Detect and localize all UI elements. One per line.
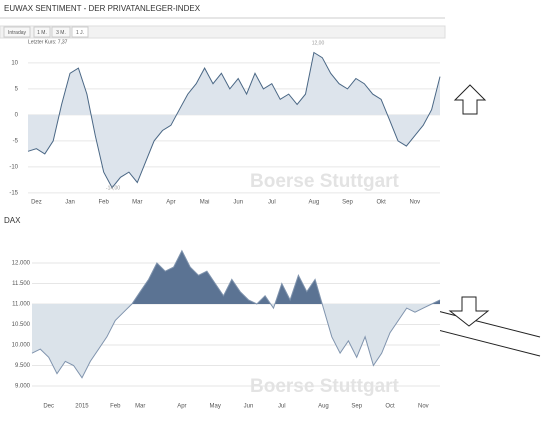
subtitle: Letzter Kurs: 7,37 [28,39,68,45]
line [31,249,441,379]
x-tick-label: Sep [342,200,353,206]
chart-title: DAX [4,216,21,225]
x-tick-label: Apr [177,404,186,410]
tab-label[interactable]: 1 M. [37,30,47,36]
tab-label[interactable]: Intraday [8,30,27,36]
x-tick-label: Nov [418,404,429,410]
tab[interactable] [3,26,31,38]
y-tick-label: 10.000 [12,343,31,349]
annotation: -14,00 [106,185,120,191]
x-tick-label: Jun [244,404,254,410]
x-tick-label: Feb [110,404,121,410]
annotation: 12,00 [312,40,325,46]
chart-title: EUWAX SENTIMENT - DER PRIVATANLEGER-INDE… [4,4,201,13]
x-tick-label: Okt [376,200,386,206]
x-tick-label: Dez [31,200,42,206]
tab[interactable] [51,26,71,38]
line [27,51,441,189]
x-tick-label: Feb [99,200,110,206]
area-below [32,304,440,378]
x-tick-label: May [210,404,221,410]
x-tick-label: Oct [385,404,395,410]
x-tick-label: Sep [351,404,362,410]
y-tick-label: 12.000 [12,261,31,267]
y-tick-label: 11.000 [12,302,31,308]
y-tick-label: 9.000 [15,384,31,390]
x-tick-label: Mar [135,404,145,410]
y-tick-label: 0 [15,112,19,118]
tab-label[interactable]: 3 M. [56,30,66,36]
x-tick-label: Apr [166,200,175,206]
down-arrow [448,296,490,327]
tab[interactable] [71,26,89,38]
x-tick-label: Mai [200,200,210,206]
tab-label[interactable]: 1 J. [76,30,84,36]
x-tick-label: Aug [318,404,329,410]
y-tick-label: 10.500 [12,322,31,328]
y-tick-label: -15 [9,190,18,196]
tab-bar [0,25,446,39]
x-tick-label: Dec [43,404,54,410]
area [28,52,440,188]
y-tick-label: 5 [15,86,19,92]
x-tick-label: Aug [309,200,320,206]
x-tick-label: Jul [278,404,286,410]
watermark: Boerse Stuttgart [250,376,400,397]
tabs: Intraday 1 M. 3 M. 1 J. [3,26,89,38]
x-tick-label: Jul [268,200,276,206]
tab[interactable] [33,26,51,38]
x-tick-label: Jan [65,200,75,206]
y-tick-label: 11.500 [12,281,31,287]
x-tick-label: Mar [132,200,142,206]
watermark: Boerse Stuttgart [250,171,400,192]
x-tick-label: Nov [409,200,420,206]
y-tick-label: 9.500 [15,363,31,369]
x-tick-label: Jun [233,200,243,206]
y-tick-label: -5 [13,138,19,144]
x-tick-label: 2015 [75,404,89,410]
up-arrow [453,84,487,115]
area-above [32,250,440,304]
y-tick-label: 10 [11,60,18,66]
y-tick-label: -10 [9,164,18,170]
